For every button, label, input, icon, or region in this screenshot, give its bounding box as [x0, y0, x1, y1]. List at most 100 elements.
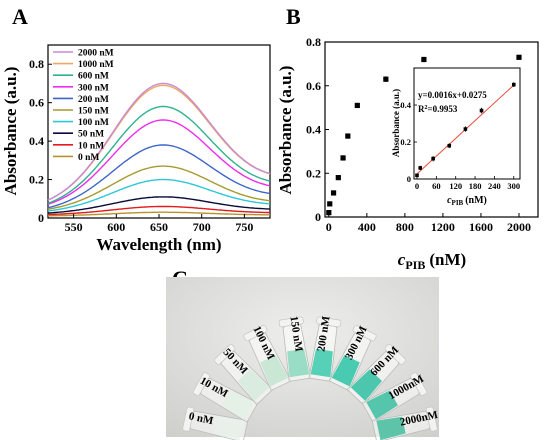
- inset-xlabel: cPIB (nM): [447, 195, 487, 207]
- chart-a-xtick-label: 550: [65, 220, 83, 234]
- chart-a-series-50nm: [47, 196, 271, 214]
- tube-cap: [278, 316, 304, 328]
- chart-a-ytick-label: 0.8: [29, 57, 44, 71]
- inset-r2-value: =0.9953: [428, 104, 458, 114]
- chart-a-series-600nm: [47, 105, 271, 205]
- inset-equation: y=0.0016x+0.0275: [418, 90, 487, 100]
- chart-a-series-200nm: [47, 144, 271, 209]
- chart-a-legend-label: 2000 nM: [78, 49, 114, 59]
- chart-b-ylabel-text: Absorbance: [276, 107, 295, 194]
- tube: [192, 372, 259, 423]
- chart-b-ytick-label: 0.6: [306, 79, 321, 93]
- chart-a: 550 600 650 700 750 0 0.2 0.4 0.6 0.8 2000 nM1000…: [1, 44, 271, 254]
- inset-ylabel: Absorbance (a.u.): [391, 89, 401, 157]
- inset-point: [447, 143, 452, 148]
- chart-a-series-10nm: [48, 205, 270, 216]
- chart-b-point: [354, 102, 360, 109]
- chart-b-xlabel-sub: PIB: [405, 258, 425, 272]
- chart-a-legend-label: 10 nM: [78, 141, 104, 151]
- chart-b-point: [421, 56, 427, 63]
- inset-r2-sup: 2: [425, 105, 428, 111]
- chart-b-xtick-label: 1200: [431, 220, 455, 234]
- chart-a-legend-label: 600 nM: [78, 72, 109, 82]
- chart-b-xlabel-unit: (nM): [429, 250, 466, 269]
- inset-xtick-label: 300: [507, 181, 520, 191]
- chart-a-xlabel: Wavelength (nm): [96, 235, 221, 254]
- chart-b-ytick-label: 0.4: [306, 123, 321, 137]
- tube-liquid: [260, 355, 289, 387]
- chart-a-legend-label: 0 nM: [78, 153, 99, 163]
- panel-label-a: A: [12, 4, 28, 29]
- inset-point: [415, 173, 419, 178]
- chart-a-xtick-label: 700: [193, 220, 211, 234]
- inset-ytick-label: 0: [407, 174, 411, 184]
- tube-liquid: [287, 348, 310, 378]
- chart-a-legend-label: 100 nM: [78, 118, 109, 128]
- chart-b-ytick-label: 0.2: [306, 166, 321, 180]
- tube: [346, 344, 407, 406]
- inset-xlabel-unit: (nM): [465, 195, 487, 206]
- inset-xtick-label: 240: [488, 181, 501, 191]
- tube-label: 200 nM: [315, 315, 332, 353]
- inset-frame: [413, 67, 521, 180]
- chart-b-point: [340, 155, 346, 161]
- tube: [278, 316, 312, 382]
- chart-b-point: [327, 201, 333, 207]
- chart-b-xtick-label: 400: [358, 220, 376, 234]
- tube-liquid: [376, 416, 406, 440]
- chart-b-xtick-label: 1600: [469, 220, 493, 234]
- chart-a-legend-label: 300 nM: [78, 83, 109, 93]
- inset-xlabel-c: c: [447, 195, 452, 206]
- tube: [361, 372, 428, 423]
- tube-cap: [316, 316, 342, 328]
- tube-cap: [352, 325, 377, 342]
- inset-ticks: 0 60 120 180 240 300 0 0.2 0.4: [400, 100, 520, 191]
- chart-a-ticks: 550 600 650 700 750 0 0.2 0.4 0.6 0.8: [29, 57, 253, 234]
- chart-b-xlabel: cPIB (nM): [398, 250, 466, 272]
- chart-b-point: [326, 210, 332, 216]
- panel-label-b: B: [286, 4, 301, 29]
- tube-liquid: [214, 416, 244, 440]
- inset-xlabel-sub: PIB: [452, 199, 464, 207]
- chart-a-curves: [47, 82, 271, 217]
- inset-xtick-label: 120: [449, 181, 462, 191]
- tube-cap: [192, 372, 210, 396]
- chart-b-xlabel-c: c: [398, 250, 406, 269]
- inset-xtick-label: 180: [469, 181, 482, 191]
- chart-a-legend-label: 150 nM: [78, 107, 109, 117]
- chart-a-legend-label: 1000 nM: [78, 60, 114, 70]
- tube-cap: [384, 344, 407, 365]
- chart-a-series-300nm: [47, 119, 271, 205]
- chart-b-point: [330, 190, 337, 196]
- chart-b-point: [345, 133, 351, 139]
- tube-liquid: [331, 355, 360, 387]
- tube: [182, 406, 249, 440]
- chart-a-xtick-label: 750: [235, 220, 253, 234]
- chart-b-points: [326, 54, 522, 216]
- tube-liquid: [366, 390, 398, 420]
- inset-ytick-label: 0.4: [400, 100, 411, 110]
- photo-tubes: [182, 316, 438, 440]
- tube-cap: [182, 406, 195, 432]
- chart-b-ylabel: Absorbance (a.u.): [276, 66, 295, 195]
- tube: [213, 344, 274, 406]
- inset-points: [415, 82, 516, 178]
- chart-b-point: [516, 54, 522, 60]
- chart-b-xtick-label: 2000: [507, 220, 531, 234]
- chart-a-xtick-label: 600: [107, 220, 125, 234]
- inset-r2: R2=0.9953: [418, 104, 458, 114]
- inset-xtick-label: 60: [432, 181, 441, 191]
- chart-a-ytick-label: 0.2: [29, 173, 44, 187]
- tube: [328, 325, 377, 392]
- tube: [371, 406, 438, 440]
- chart-b-point: [335, 175, 341, 181]
- chart-a-series-100nm: [47, 178, 271, 212]
- tube-cap: [410, 372, 428, 396]
